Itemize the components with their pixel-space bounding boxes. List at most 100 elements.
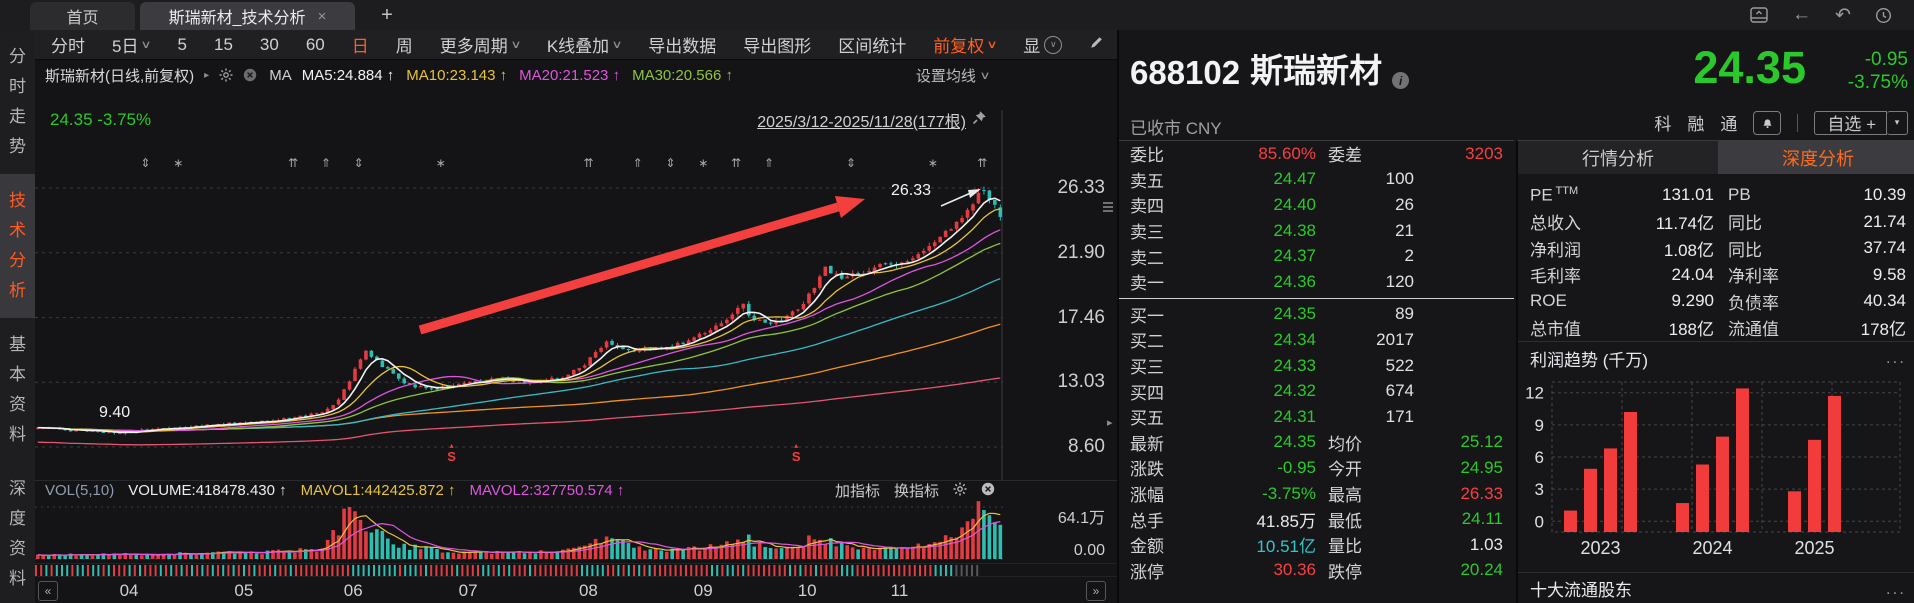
toolbar-item-5[interactable]: 5 <box>177 34 187 54</box>
history-clock-icon[interactable] <box>1875 7 1892 24</box>
gear-icon[interactable] <box>953 482 967 500</box>
stat-row: 总手 41.85万 最低 24.11 <box>1119 506 1514 532</box>
sidebar-item-分时走势[interactable]: 分时走势 <box>9 47 26 156</box>
event-marker-icon[interactable]: ⇈ <box>731 156 742 170</box>
toolbar-item-5日[interactable]: 5日 ∨ <box>112 37 153 56</box>
toolbar-item-显[interactable]: 显 ∨ <box>1023 32 1063 57</box>
toolbar-item-区间统计[interactable]: 区间统计 <box>838 37 907 56</box>
toolbar-item-导出图形[interactable]: 导出图形 <box>743 37 812 56</box>
chevron-right-icon[interactable]: ▸ <box>204 69 210 81</box>
volume-chart-pane[interactable]: 64.1万 0.00 <box>35 500 1117 562</box>
bid-row[interactable]: 买五 24.31 171 <box>1119 404 1514 430</box>
event-marker-icon[interactable]: ⇑ <box>632 156 643 170</box>
tab-home[interactable]: 首页 <box>30 2 135 30</box>
dividend-marker[interactable]: ▴ S <box>791 441 801 464</box>
close-circle-icon[interactable] <box>981 482 995 500</box>
dividend-marker[interactable]: ▴ S <box>447 441 456 464</box>
tab-close-icon[interactable]: × <box>317 7 327 25</box>
toolbar-item-前复权[interactable]: 前复权 ∨ <box>933 37 998 56</box>
metric-label: 同比 <box>1728 214 1762 234</box>
candlestick-chart-pane[interactable]: 24.35 -3.75% 2025/3/12-2025/11/28(177根) … <box>35 90 1117 480</box>
toolbar-item-60[interactable]: 60 <box>305 34 325 54</box>
gear-icon[interactable] <box>219 68 233 82</box>
event-marker-icon[interactable]: ⇈ <box>977 156 988 170</box>
draw-brush-icon[interactable] <box>1089 35 1104 55</box>
tab-深度分析[interactable]: 深度分析 <box>1718 141 1914 174</box>
sidebar-item-技术分析[interactable]: 技术分析 <box>0 174 35 318</box>
stat-label: 金额 <box>1130 537 1164 557</box>
toolbar-item-更多周期[interactable]: 更多周期 ∨ <box>439 37 522 56</box>
ask-row[interactable]: 卖三 24.38 21 <box>1119 218 1514 244</box>
event-marker-icon[interactable]: ⇈ <box>288 156 299 170</box>
event-marker-icon[interactable]: ⇕ <box>353 156 364 170</box>
badge-科[interactable]: 科 <box>1654 115 1672 134</box>
event-marker-icon[interactable]: ⇕ <box>845 156 856 170</box>
more-button[interactable]: ... <box>1885 348 1906 367</box>
event-marker-icon[interactable]: ⇈ <box>583 156 594 170</box>
toolbar-item-30[interactable]: 30 <box>259 34 279 54</box>
metric-value: 1.08亿 <box>1663 240 1714 260</box>
bid-row[interactable]: 买四 24.32 674 <box>1119 378 1514 404</box>
svg-text:9: 9 <box>1535 416 1544 435</box>
kline-svg[interactable] <box>35 90 1003 480</box>
tab-technical-analysis[interactable]: 斯瑞新材_技术分析 × <box>140 2 355 30</box>
toolbar-item-15[interactable]: 15 <box>214 34 233 54</box>
back-icon[interactable]: ← <box>1792 4 1812 25</box>
undo-icon[interactable]: ↶ <box>1835 4 1851 26</box>
close-circle-icon[interactable] <box>243 68 257 82</box>
event-marker-icon[interactable]: ∗ <box>698 156 709 170</box>
add-indicator-button[interactable]: 加指标 <box>834 483 880 500</box>
event-marker-icon[interactable]: ∗ <box>435 156 446 170</box>
scroll-left-button[interactable]: « <box>38 581 58 601</box>
event-marker-icon[interactable]: ⇕ <box>665 156 676 170</box>
sidebar-item-深度资料[interactable]: 深度资料 <box>9 479 26 588</box>
scroll-right-icon[interactable]: ▸ <box>1107 417 1113 429</box>
metric-row: PE TTM 131.01 PB 10.39 <box>1518 182 1914 209</box>
bid-row[interactable]: 买三 24.33 522 <box>1119 353 1514 379</box>
info-icon[interactable]: i <box>1392 72 1410 89</box>
new-tab-button[interactable]: + <box>381 3 393 26</box>
toolbar-item-分时[interactable]: 分时 <box>51 37 85 56</box>
switch-indicator-button[interactable]: 换指标 <box>893 483 939 500</box>
toolbar-item-K线叠加[interactable]: K线叠加 ∨ <box>546 37 623 56</box>
toolbar-item-日[interactable]: 日 <box>351 37 369 56</box>
ask-row[interactable]: 卖二 24.37 2 <box>1119 243 1514 269</box>
volume-svg[interactable] <box>35 500 1003 562</box>
profit-bar <box>1808 439 1821 532</box>
profit-bar <box>1788 491 1801 532</box>
add-watchlist-button[interactable]: 自选 + <box>1814 110 1887 135</box>
event-marker-icon[interactable]: ⇑ <box>320 156 331 170</box>
sidebar-item-基本资料[interactable]: 基本资料 <box>9 335 26 444</box>
event-marker-icon[interactable]: ∗ <box>927 156 938 170</box>
circle-chevron-icon[interactable]: ∨ <box>1044 35 1063 54</box>
event-marker-icon[interactable]: ⇑ <box>763 156 774 170</box>
ask-row[interactable]: 卖一 24.36 120 <box>1119 269 1514 295</box>
metric-label: PE TTM <box>1530 184 1579 205</box>
scrollbar-grip-icon[interactable] <box>1103 202 1113 216</box>
ma10-line <box>37 208 1001 433</box>
ask-row[interactable]: 卖四 24.40 26 <box>1119 192 1514 218</box>
badge-通[interactable]: 通 <box>1720 115 1738 134</box>
visible-range-label[interactable]: 2025/3/12-2025/11/28(177根) <box>757 108 987 132</box>
window-tab-bar: 首页 斯瑞新材_技术分析 × + ← ↶ <box>0 0 1914 31</box>
more-button[interactable]: ... <box>1885 578 1906 598</box>
tab-行情分析[interactable]: 行情分析 <box>1518 141 1718 174</box>
quote-sidebar: 688102 斯瑞新材 i 24.35 -0.95 -3.75% 已收市 CNY… <box>1117 30 1914 603</box>
ask-row[interactable]: 卖五 24.47 100 <box>1119 167 1514 193</box>
badge-融[interactable]: 融 <box>1687 115 1705 134</box>
toolbar-item-周[interactable]: 周 <box>395 37 413 56</box>
scroll-right-button[interactable]: » <box>1086 581 1106 601</box>
bid-row[interactable]: 买二 24.34 2017 <box>1119 327 1514 353</box>
toolbar-item-导出数据[interactable]: 导出数据 <box>648 37 717 56</box>
svg-text:0: 0 <box>1535 512 1544 531</box>
alert-bell-icon[interactable] <box>1753 110 1782 135</box>
pin-icon[interactable] <box>972 110 987 130</box>
volume-axis-min: 0.00 <box>1073 542 1105 559</box>
ma-settings-button[interactable]: 设置均线 ∨ <box>915 67 991 85</box>
event-marker-icon[interactable]: ∗ <box>173 156 184 170</box>
chart-minimap-strip[interactable] <box>35 563 1117 577</box>
bid-row[interactable]: 买一 24.35 89 <box>1119 302 1514 328</box>
watchlist-dropdown[interactable]: ▾ <box>1887 110 1908 135</box>
event-marker-icon[interactable]: ⇕ <box>140 156 151 170</box>
panel-layout-icon[interactable] <box>1750 7 1768 23</box>
